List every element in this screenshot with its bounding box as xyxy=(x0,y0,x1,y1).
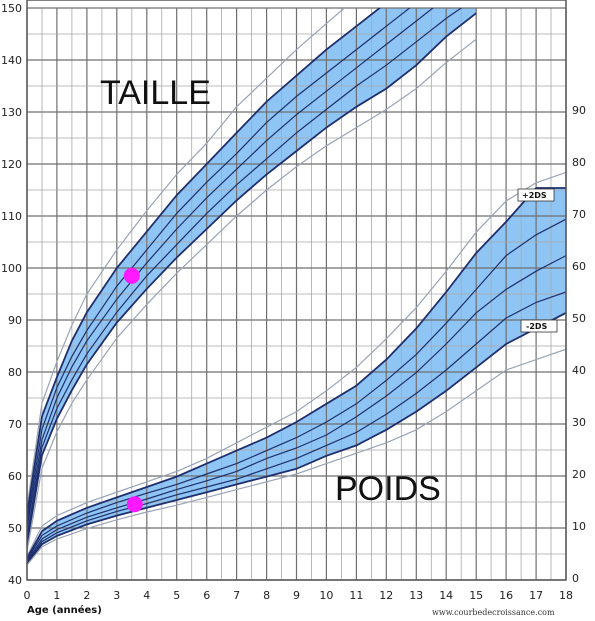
poids-curve-plus2ds xyxy=(27,187,566,559)
frame-layer xyxy=(26,0,567,581)
taille-curve-plus2ds xyxy=(27,8,382,516)
right-tick-label: 10 xyxy=(572,520,586,533)
taille-curve-minus3ds xyxy=(27,38,477,552)
plus-2ds-tag: +2DS xyxy=(517,188,555,202)
left-tick-label: 110 xyxy=(1,210,22,223)
left-tick-label: 70 xyxy=(8,418,22,431)
poids-data-point xyxy=(126,496,143,513)
plus-2ds-label: +2DS xyxy=(522,191,547,200)
ticks-layer: 4050607080901001101201301401500102030405… xyxy=(1,2,586,602)
x-tick-label: 12 xyxy=(379,589,393,602)
x-tick-label: 4 xyxy=(143,589,150,602)
x-tick-label: 0 xyxy=(24,589,31,602)
taille-curve-plus3ds xyxy=(27,8,346,508)
left-tick-label: 50 xyxy=(8,522,22,535)
poids-curve-minus1ds xyxy=(27,291,566,563)
left-tick-label: 80 xyxy=(8,366,22,379)
right-tick-label: 90 xyxy=(572,104,586,117)
credit-text: www.courbedecroissance.com xyxy=(432,608,555,617)
left-tick-label: 150 xyxy=(1,2,22,15)
taille-curve-m xyxy=(27,8,434,529)
taille-curve-minus2ds xyxy=(27,12,477,544)
x-tick-label: 2 xyxy=(83,589,90,602)
x-tick-label: 14 xyxy=(439,589,453,602)
x-tick-label: 1 xyxy=(53,589,60,602)
x-tick-label: 7 xyxy=(233,589,240,602)
minus-2ds-label: -2DS xyxy=(526,322,548,331)
x-tick-label: 16 xyxy=(499,589,513,602)
x-tick-label: 9 xyxy=(293,589,300,602)
left-tick-label: 130 xyxy=(1,106,22,119)
x-axis-label: Age (années) xyxy=(27,604,102,616)
x-tick-label: 15 xyxy=(469,589,483,602)
x-tick-label: 3 xyxy=(113,589,120,602)
left-tick-label: 140 xyxy=(1,54,22,67)
plot-frame xyxy=(26,0,567,581)
right-tick-label: 40 xyxy=(572,364,586,377)
x-tick-label: 5 xyxy=(173,589,180,602)
taille-label: TAILLE xyxy=(100,74,211,112)
taille-curve-plus1ds xyxy=(27,8,411,523)
poids-curve-minus2ds xyxy=(27,312,566,564)
poids-curve-minus3ds xyxy=(27,348,566,566)
x-tick-label: 11 xyxy=(349,589,363,602)
right-tick-label: 50 xyxy=(572,312,586,325)
right-tick-label: 70 xyxy=(572,208,586,221)
x-tick-label: 6 xyxy=(203,589,210,602)
taille-curve-minus1ds xyxy=(27,8,463,536)
minus-2ds-tag: -2DS xyxy=(520,319,558,333)
left-tick-label: 120 xyxy=(1,158,22,171)
points-layer xyxy=(123,267,143,513)
x-tick-label: 17 xyxy=(529,589,543,602)
x-tick-label: 13 xyxy=(409,589,423,602)
taille-data-point xyxy=(123,267,140,284)
x-tick-label: 10 xyxy=(319,589,333,602)
right-tick-label: 30 xyxy=(572,416,586,429)
right-tick-label: 80 xyxy=(572,156,586,169)
left-tick-label: 40 xyxy=(8,574,22,587)
right-tick-label: 0 xyxy=(572,572,579,585)
poids-curve-plus1ds xyxy=(27,218,566,561)
curves-layer xyxy=(27,8,566,566)
poids-curve-plus3ds xyxy=(27,171,566,557)
x-tick-label: 18 xyxy=(559,589,573,602)
x-tick-label: 8 xyxy=(263,589,270,602)
poids-curve-m xyxy=(27,255,566,562)
left-tick-label: 90 xyxy=(8,314,22,327)
right-tick-label: 20 xyxy=(572,468,586,481)
left-tick-label: 60 xyxy=(8,470,22,483)
poids-label: POIDS xyxy=(335,470,441,508)
left-tick-label: 100 xyxy=(1,262,22,275)
right-tick-label: 60 xyxy=(572,260,586,273)
